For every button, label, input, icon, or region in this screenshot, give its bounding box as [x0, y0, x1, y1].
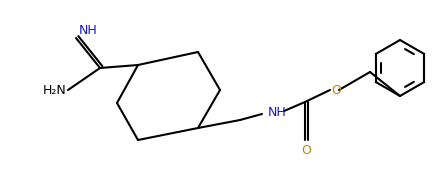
Text: O: O — [331, 84, 341, 96]
Text: H₂N: H₂N — [42, 84, 66, 98]
Text: NH: NH — [268, 107, 287, 119]
Text: O: O — [301, 144, 311, 157]
Text: NH: NH — [79, 24, 98, 37]
